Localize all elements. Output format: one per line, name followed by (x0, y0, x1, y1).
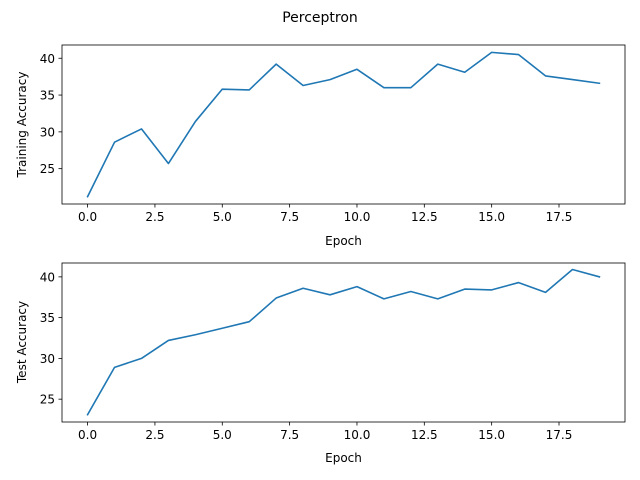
test-y-axis-label: Test Accuracy (15, 301, 29, 384)
training-x-tick-label: 7.5 (280, 210, 299, 224)
test-y-tick-label: 40 (40, 270, 55, 284)
training-y-tick-label: 40 (40, 52, 55, 66)
training-axes-frame (61, 44, 626, 205)
test-y-tick-label: 30 (40, 352, 55, 366)
test-axes-frame (61, 262, 626, 423)
figure-title: Perceptron (282, 10, 358, 26)
test-x-tick-label: 5.0 (213, 428, 232, 442)
test-x-axis-label: Epoch (325, 451, 362, 465)
training-x-tick-label: 0.0 (78, 210, 97, 224)
training-x-tick-label: 5.0 (213, 210, 232, 224)
training-x-tick-label: 2.5 (145, 210, 164, 224)
test-x-tick-label: 2.5 (145, 428, 164, 442)
training-y-tick-label: 35 (40, 89, 55, 103)
test-accuracy-line (86, 268, 601, 416)
training-x-tick-label: 15.0 (478, 210, 505, 224)
training-y-tick-label: 30 (40, 125, 55, 139)
test-x-tick-label: 17.5 (546, 428, 573, 442)
test-y-tick-label: 25 (40, 393, 55, 407)
test-accuracy-plot: Epoch Test Accuracy 0.0 2.5 5.0 7.5 10.0 12.5… (15, 262, 626, 465)
test-x-tick-label: 0.0 (78, 428, 97, 442)
training-accuracy-line (86, 51, 601, 198)
training-x-axis-label: Epoch (325, 234, 362, 248)
training-y-tick-label: 25 (40, 162, 55, 176)
training-x-tick-label: 10.0 (344, 210, 371, 224)
training-x-tick-label: 17.5 (546, 210, 573, 224)
test-y-tick-label: 35 (40, 311, 55, 325)
training-y-axis-label: Training Accuracy (15, 72, 29, 179)
test-x-tick-label: 7.5 (280, 428, 299, 442)
test-x-tick-label: 15.0 (478, 428, 505, 442)
test-x-tick-label: 12.5 (411, 428, 438, 442)
test-x-tick-label: 10.0 (344, 428, 371, 442)
training-accuracy-plot: Epoch Training Accuracy 0.0 2.5 5.0 7.5 10.0… (15, 44, 626, 248)
training-x-tick-label: 12.5 (411, 210, 438, 224)
